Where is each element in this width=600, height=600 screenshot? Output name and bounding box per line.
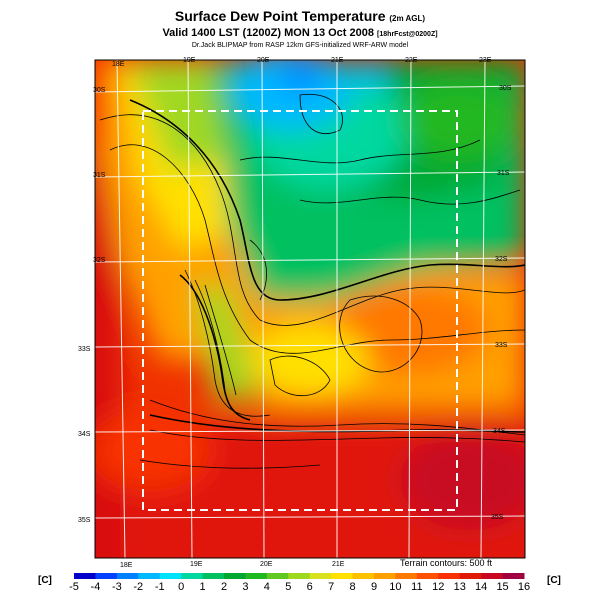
lon-labels-bottom: 18E 19E 20E 21E [120,561,345,569]
lon-label: 18E [120,562,133,569]
colorbar [74,573,525,579]
colorbar-swatch [95,573,118,579]
colorbar-tick-label: 6 [307,581,313,593]
colorbar-swatch [309,573,332,579]
colorbar-tick-label: 1 [200,581,206,593]
colorbar-swatch [138,573,161,579]
lon-label: 20E [257,57,270,64]
colorbar-swatch [374,573,396,579]
valid-time-text: Valid 1400 LST (1200Z) MON 13 Oct 2008 [162,27,374,39]
colorbar-tick-label: 11 [411,581,422,593]
colorbar-swatch [159,573,182,579]
forecast-hour: [18hrFcst@0200Z] [377,31,438,38]
colorbar-swatch [481,573,504,579]
terrain-contours [99,93,525,469]
colorbar-tick-label: -4 [91,581,101,593]
colorbar-swatch [438,573,461,579]
lat-labels-right: 30S 31S 32S 33S 34S 35S [491,85,512,521]
colorbar-swatch [116,573,139,579]
colorbar-tick-label: -2 [133,581,143,593]
colorbar-swatch [288,573,311,579]
colorbar-swatch [224,573,246,579]
colorbar-tick-label: 12 [432,581,444,593]
lat-label: 35S [491,514,504,521]
lon-label: 20E [260,561,273,568]
colorbar-tick-label: 2 [221,581,227,593]
title-suffix: (2m AGL) [389,14,426,23]
lat-labels-left: 30S 31S 32S 33S 34S 35S [78,87,106,524]
lat-label: 32S [495,256,508,263]
lat-label: 31S [93,172,106,179]
lat-label: 35S [78,517,91,524]
colorbar-tick-label: 7 [328,581,334,593]
colorbar-tick-label: 9 [371,581,377,593]
colorbar-unit-left: [C] [38,575,52,586]
colorbar-tick-label: 5 [285,581,291,593]
colorbar-unit-right: [C] [547,575,561,586]
map-title: Surface Dew Point Temperature (2m AGL) [0,8,600,24]
lon-label: 22E [405,57,418,64]
lat-label: 30S [499,85,512,92]
lat-label: 34S [493,428,506,435]
colorbar-tick-label: 3 [242,581,248,593]
dewpoint-field [95,60,525,558]
latlon-grid [94,59,526,559]
lon-label: 23E [479,57,492,64]
lon-label: 19E [190,561,203,568]
lat-label: 33S [78,346,91,353]
colorbar-tick-label: 10 [389,581,401,593]
lat-label: 32S [93,257,106,264]
lat-label: 30S [93,87,106,94]
colorbar-swatch [74,573,96,579]
lon-label: 21E [332,561,345,568]
colorbar-tick-labels: -5 -4 -3 -2 -1 0 1 2 3 4 5 6 7 8 9 10 11 12 13 14 15 16 [69,581,530,593]
colorbar-tick-label: 14 [475,581,487,593]
lon-label: 21E [331,57,344,64]
colorbar-swatch [502,573,525,579]
colorbar-tick-label: 16 [518,581,530,593]
colorbar-tick-label: -1 [155,581,165,593]
lat-label: 34S [78,431,91,438]
lon-label: 18E [112,61,125,68]
colorbar-swatch [202,573,225,579]
inner-domain-boundary [142,110,458,511]
colorbar-tick-label: 15 [496,581,508,593]
colorbar-swatch [459,573,482,579]
lon-label: 19E [183,57,196,64]
colorbar-tick-label: -5 [69,581,79,593]
lon-labels-top: 18E 19E 20E 21E 22E 23E [112,57,492,68]
model-credit: Dr.Jack BLIPMAP from RASP 12km GFS-initi… [191,42,409,49]
colorbar-tick-label: -3 [112,581,122,593]
lat-label: 31S [497,170,510,177]
title-text: Surface Dew Point Temperature [174,8,386,24]
colorbar-swatch [395,573,418,579]
colorbar-swatch [416,573,439,579]
colorbar-swatch [181,573,204,579]
terrain-contour-note: Terrain contours: 500 ft [400,558,493,568]
colorbar-swatch [331,573,354,579]
valid-time-line: Valid 1400 LST (1200Z) MON 13 Oct 2008 [… [0,27,600,39]
colorbar-swatch [266,573,289,579]
colorbar-tick-label: 13 [454,581,466,593]
lat-label: 33S [495,342,508,349]
colorbar-swatch [245,573,268,579]
colorbar-tick-label: 8 [350,581,356,593]
map-frame [94,59,526,559]
colorbar-tick-label: 4 [264,581,270,593]
colorbar-tick-label: 0 [178,581,184,593]
colorbar-swatch [352,573,375,579]
